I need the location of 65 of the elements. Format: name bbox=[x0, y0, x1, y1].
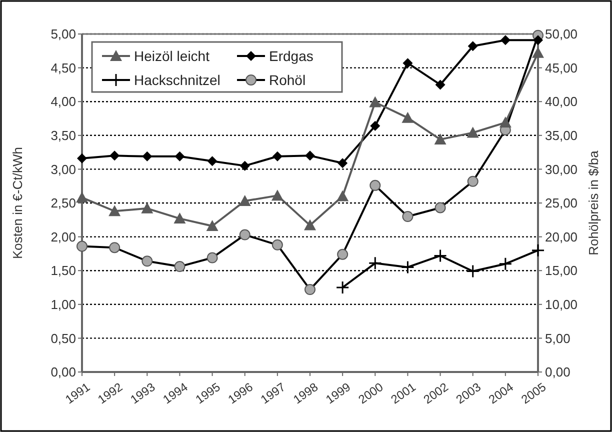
legend-label: Rohöl bbox=[269, 72, 306, 88]
y-tick-label: 3,00 bbox=[50, 162, 76, 177]
y-tick-label: 0,00 bbox=[50, 364, 76, 380]
y-tick-label: 2,50 bbox=[50, 196, 76, 211]
y2-tick-label: 40,00 bbox=[545, 94, 578, 110]
legend-label: Hackschnitzel bbox=[134, 72, 220, 88]
y2-tick-label: 10,00 bbox=[545, 296, 578, 312]
legend-label: Erdgas bbox=[269, 48, 314, 64]
point bbox=[402, 112, 414, 123]
point bbox=[207, 156, 218, 166]
point bbox=[141, 202, 154, 214]
y-tick-label: 0,50 bbox=[50, 330, 76, 346]
y-tick-label: 2,00 bbox=[50, 229, 76, 244]
point bbox=[76, 192, 88, 203]
y2-tick-label: 20,00 bbox=[545, 229, 578, 244]
point bbox=[142, 151, 152, 162]
y2-tick-label: 0,00 bbox=[545, 364, 570, 380]
legend-label: Heizöl leicht bbox=[134, 48, 210, 64]
point bbox=[174, 151, 185, 162]
point bbox=[272, 151, 282, 162]
point bbox=[500, 35, 510, 46]
point bbox=[304, 219, 316, 230]
point bbox=[435, 80, 446, 90]
point bbox=[238, 194, 251, 206]
y-tick-label: 1,50 bbox=[50, 263, 76, 278]
point bbox=[305, 150, 315, 161]
point bbox=[77, 153, 87, 164]
point bbox=[336, 190, 349, 202]
y2-tick-label: 30,00 bbox=[545, 162, 578, 177]
point bbox=[108, 205, 121, 216]
point bbox=[402, 58, 413, 68]
point bbox=[110, 150, 120, 161]
point bbox=[434, 133, 446, 144]
point bbox=[468, 41, 478, 52]
point bbox=[499, 116, 512, 128]
point bbox=[338, 158, 348, 168]
y-tick-label: 4,50 bbox=[50, 60, 76, 76]
point bbox=[240, 160, 250, 171]
point bbox=[370, 120, 380, 131]
point bbox=[400, 260, 414, 274]
y2-tick-label: 5,00 bbox=[545, 330, 570, 346]
y-axis-title: Kosten in €-Ct/kWh bbox=[10, 147, 25, 259]
point bbox=[369, 96, 382, 108]
point bbox=[466, 264, 480, 278]
point bbox=[532, 46, 544, 58]
y2-tick-label: 35,00 bbox=[545, 128, 578, 143]
y2-tick-label: 25,00 bbox=[545, 196, 578, 211]
y-tick-label: 1,00 bbox=[50, 296, 76, 312]
point bbox=[466, 126, 479, 138]
y-tick-label: 4,00 bbox=[50, 94, 76, 110]
point bbox=[434, 248, 448, 262]
y2-axis-title: Rohölpreis in $/ba bbox=[586, 150, 601, 256]
point bbox=[368, 256, 382, 270]
y2-tick-label: 50,00 bbox=[545, 26, 578, 42]
y2-tick-label: 45,00 bbox=[545, 60, 578, 76]
point bbox=[531, 244, 545, 258]
point bbox=[498, 257, 512, 271]
point bbox=[174, 212, 186, 224]
point bbox=[206, 220, 218, 231]
point bbox=[271, 190, 284, 201]
y-tick-label: 3,50 bbox=[50, 128, 76, 143]
y-tick-label: 5,00 bbox=[50, 26, 76, 42]
point bbox=[336, 280, 350, 294]
point bbox=[533, 35, 543, 46]
y2-tick-label: 15,00 bbox=[545, 263, 578, 278]
